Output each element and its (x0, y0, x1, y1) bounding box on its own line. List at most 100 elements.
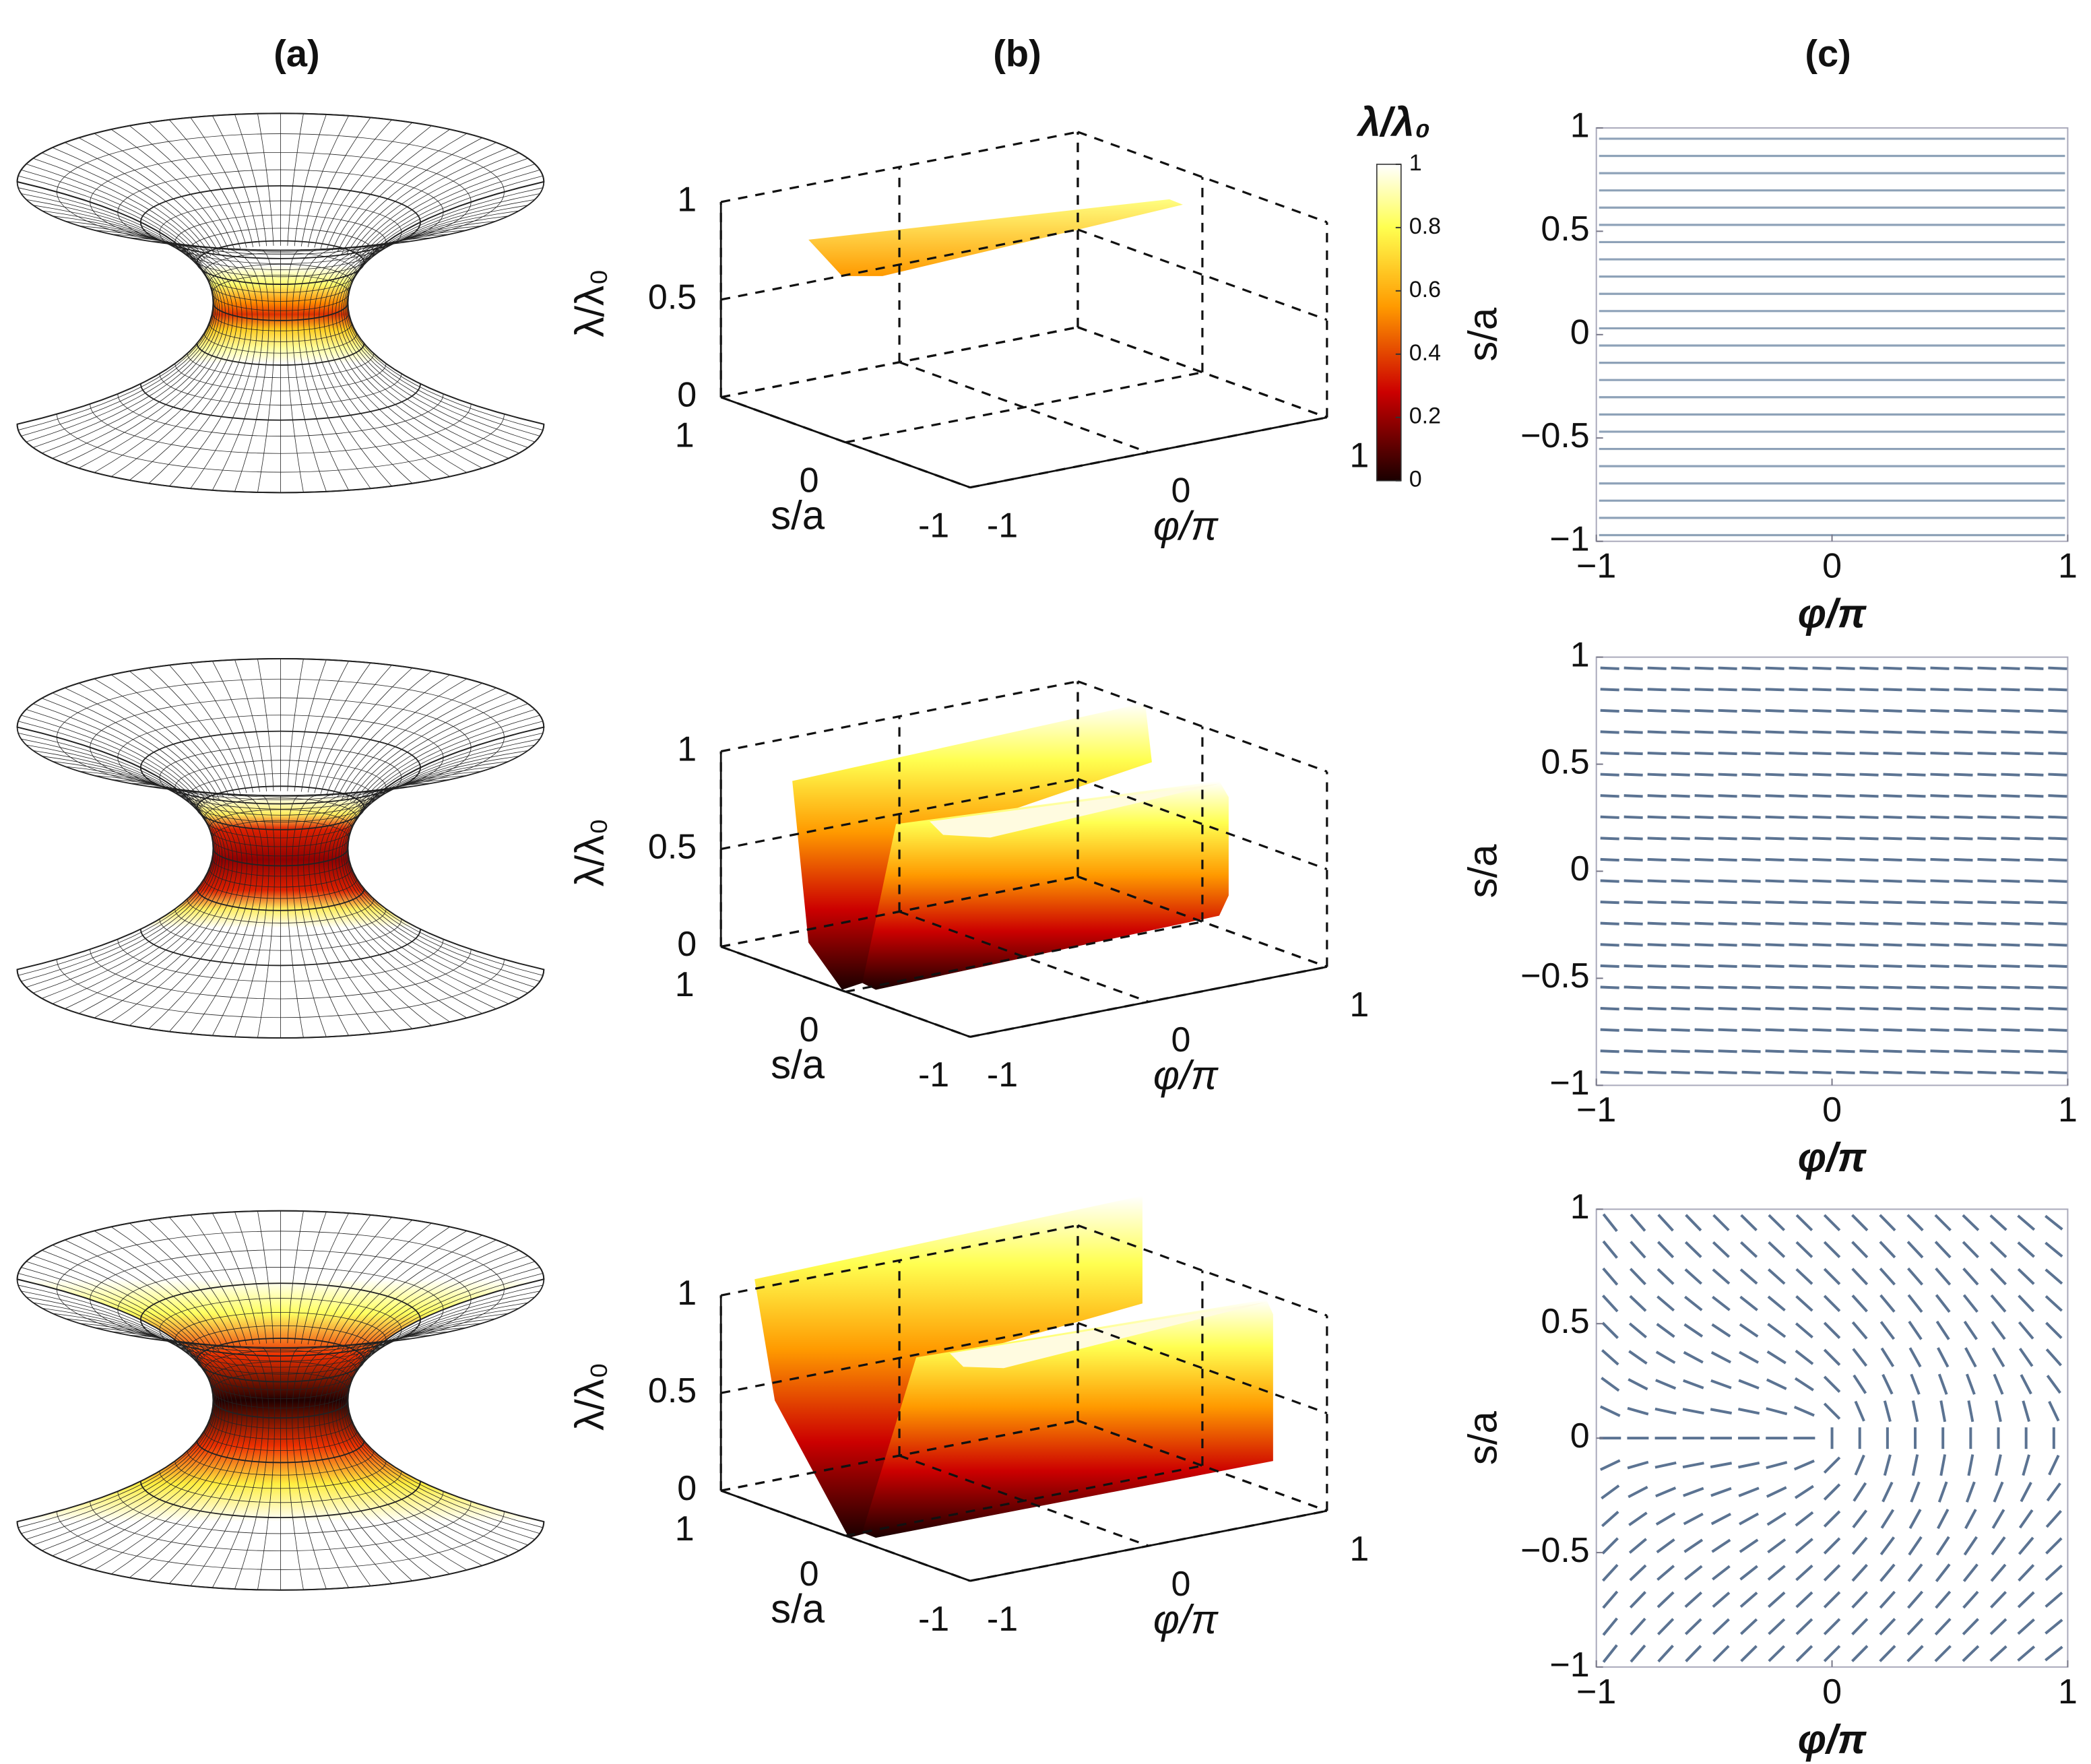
field-arrow (1600, 837, 1619, 841)
mesh-ring (187, 353, 375, 379)
field-arrow (1883, 1007, 1902, 1011)
panel-label: (c) (1805, 32, 1851, 75)
field-arrow (1836, 688, 1855, 692)
mesh-ring (212, 275, 350, 311)
mesh-ring (196, 343, 365, 366)
y-axis-label: s/a (1460, 844, 1506, 899)
field-arrow (1935, 1320, 1950, 1340)
field-arrow (1789, 794, 1808, 798)
field-arrow (1854, 1400, 1865, 1422)
field-arrow (1789, 879, 1808, 883)
field-arrow (1851, 1268, 1869, 1286)
field-arrow (1600, 1007, 1619, 1011)
mesh-ring (174, 1312, 387, 1368)
field-arrow (2024, 688, 2044, 692)
grid-line (845, 920, 1203, 993)
field-arrow (1930, 751, 1950, 756)
field-arrow (1812, 837, 1832, 841)
field-arrow (1836, 815, 1855, 819)
field-arrow (1739, 1592, 1758, 1608)
field-arrow (1977, 921, 1997, 925)
field-arrow (1836, 857, 1855, 862)
field-arrow (2045, 1268, 2063, 1285)
field-arrow (2045, 1592, 2063, 1608)
field-arrow (1883, 751, 1902, 756)
field-arrow (1977, 666, 1997, 670)
field-arrow (1789, 751, 1808, 756)
mesh-ring (209, 1361, 352, 1400)
field-arrow (1795, 1322, 1813, 1339)
field-arrow (1859, 815, 1879, 819)
field-arrow (1671, 666, 1690, 670)
field-arrow (1879, 1241, 1896, 1259)
field-arrow (1647, 1007, 1667, 1011)
s-tick-label: -1 (918, 506, 949, 545)
field-arrow (1989, 1645, 2007, 1662)
field-arrow (1694, 751, 1714, 756)
field-arrow (1906, 1241, 1924, 1259)
field-arrow (1906, 1007, 1926, 1011)
field-arrow (2001, 879, 2020, 883)
phi-tick-label: -1 (987, 1055, 1018, 1095)
field-arrow (1836, 943, 1855, 947)
field-arrow (1684, 1618, 1702, 1635)
field-arrow (1859, 943, 1879, 947)
field-arrow (2048, 857, 2067, 862)
field-arrow (1937, 1481, 1948, 1503)
field-arrow (1712, 1565, 1731, 1581)
grid-line (720, 228, 1079, 301)
phi-tick-label: -1 (987, 1600, 1018, 1639)
field-arrow (1823, 1537, 1841, 1555)
field-arrow (1767, 1295, 1786, 1312)
field-arrow (1879, 1618, 1896, 1636)
field-arrow (1741, 1070, 1761, 1074)
field-arrow (1712, 1241, 1730, 1258)
field-arrow (1765, 837, 1784, 841)
field-arrow (2045, 1645, 2063, 1662)
s-axis-label: s/a (771, 1042, 825, 1087)
mesh-ring (209, 1420, 352, 1440)
z-axis-label: λ/λ₀ (567, 1362, 612, 1431)
field-arrow (1908, 1536, 1923, 1556)
field-arrow (1906, 964, 1926, 969)
field-arrow (1623, 921, 1643, 925)
mesh-ring (212, 820, 350, 857)
field-arrow (1789, 857, 1808, 862)
phi-tick-label: 1 (1349, 436, 1369, 475)
field-arrow (1741, 1028, 1761, 1032)
field-arrow (1718, 815, 1737, 819)
z-tick-label: 0 (677, 925, 697, 964)
field-arrow (1671, 1007, 1690, 1011)
surface-highlight (930, 783, 1219, 838)
field-arrow (1823, 1402, 1841, 1420)
mesh-ring (16, 969, 545, 1039)
mesh-ring (209, 263, 352, 302)
field-arrow (1883, 1400, 1892, 1423)
field-arrow (1930, 688, 1950, 692)
mesh-ring (159, 746, 402, 810)
field-arrow (1630, 1617, 1646, 1636)
field-arrow (1907, 1267, 1924, 1286)
field-arrow (1954, 901, 1973, 905)
mesh-ring (117, 715, 444, 800)
field-arrow (2045, 1321, 2063, 1339)
field-arrow (1906, 857, 1926, 862)
mesh-ring (203, 1431, 358, 1451)
field-arrow (2045, 1214, 2063, 1231)
field-arrow (1937, 1347, 1950, 1368)
mesh-ring (57, 1511, 505, 1570)
mesh-ring (174, 909, 387, 937)
field-arrow (1628, 1350, 1648, 1365)
field-arrow (1930, 794, 1950, 798)
field-arrow (1836, 1070, 1855, 1074)
field-arrow (1630, 1241, 1646, 1259)
field-arrow (2024, 837, 2044, 841)
field-arrow (1671, 794, 1690, 798)
field-arrow (1823, 1456, 1841, 1474)
field-arrow (1739, 1538, 1759, 1553)
field-arrow (1812, 815, 1832, 819)
mesh-ring (187, 773, 375, 822)
field-arrow (1991, 1536, 2006, 1556)
field-arrow (1977, 1070, 1997, 1074)
field-arrow (1990, 1591, 2007, 1609)
